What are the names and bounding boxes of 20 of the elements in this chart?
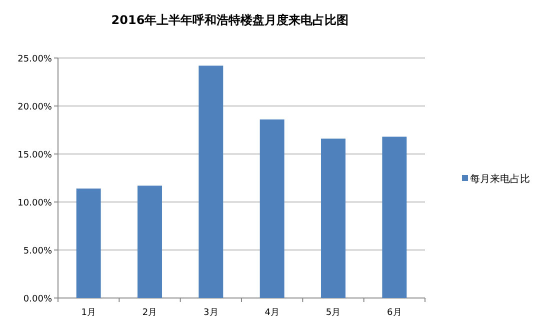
bar — [76, 188, 101, 298]
x-tick-label: 2月 — [142, 308, 158, 318]
x-tick-label: 6月 — [387, 308, 402, 318]
x-tick-label: 4月 — [264, 308, 280, 318]
y-tick-label: 15.00% — [18, 150, 52, 160]
x-tick-label: 3月 — [204, 308, 218, 318]
bar — [382, 136, 407, 298]
bar — [198, 66, 224, 298]
bar — [260, 119, 284, 298]
y-tick-label: 25.00% — [18, 54, 52, 64]
legend-label: 每月来电占比 — [470, 173, 530, 185]
y-tick-label: 0.00% — [23, 294, 52, 304]
x-tick-label: 1月 — [81, 308, 96, 318]
chart-title: 2016年上半年呼和浩特楼盘月度来电占比图 — [111, 13, 349, 27]
y-tick-label: 10.00% — [18, 198, 52, 208]
bar — [138, 186, 162, 298]
x-tick-label: 5月 — [326, 308, 341, 318]
y-tick-label: 20.00% — [18, 102, 52, 112]
bar — [321, 138, 346, 298]
y-tick-label: 5.00% — [23, 246, 52, 256]
